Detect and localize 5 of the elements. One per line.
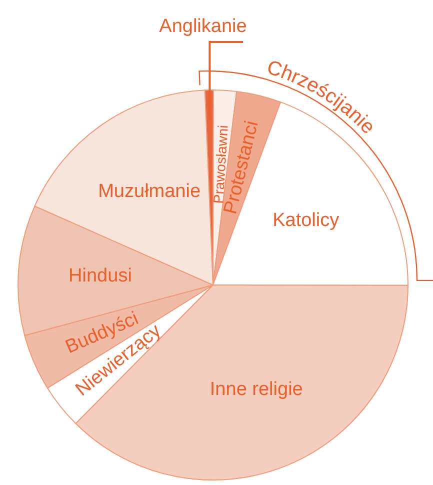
slice-label: Katolicy (272, 210, 340, 231)
slice-label: Muzułmanie (98, 181, 201, 202)
slice-label: Anglikanie (159, 16, 247, 37)
slice-label: Hindusi (68, 266, 132, 287)
slice-label: Inne religie (210, 378, 303, 400)
